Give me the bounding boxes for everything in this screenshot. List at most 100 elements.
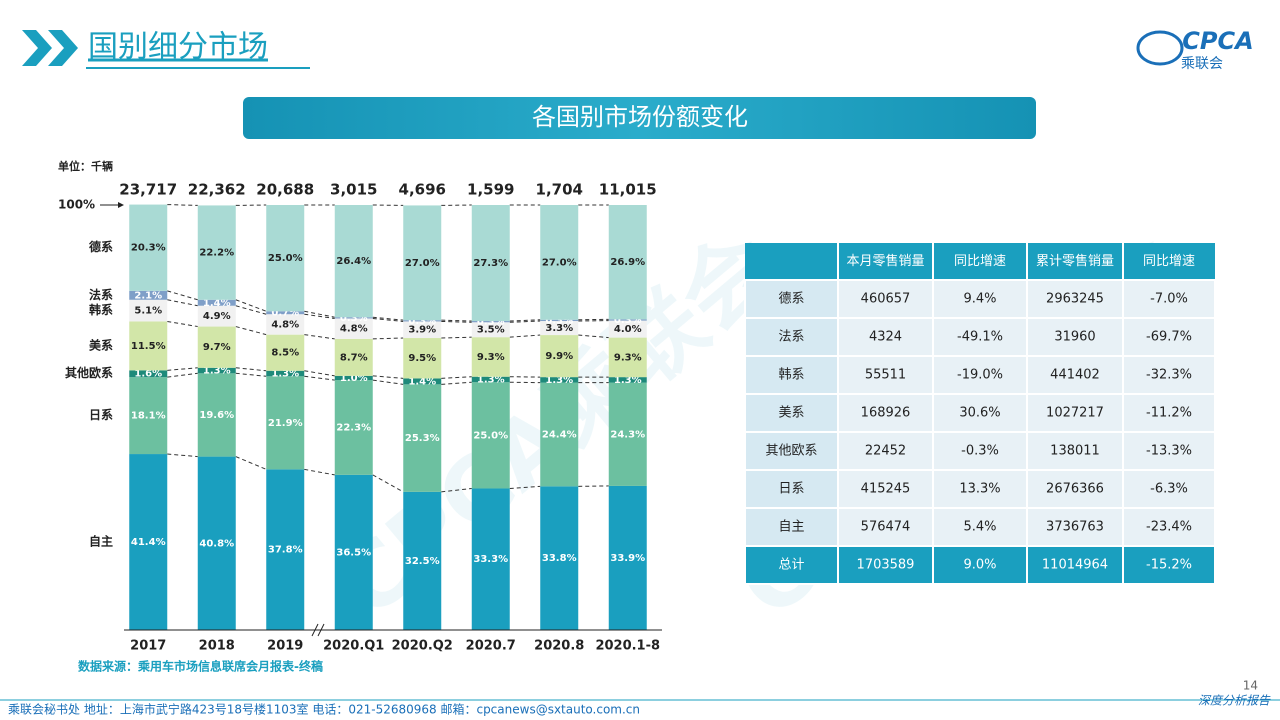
bar-segment (334, 318, 373, 339)
data-label: 9.9% (545, 351, 573, 362)
bar-segment (266, 311, 305, 315)
table-cell-bg (837, 469, 934, 509)
data-label: 0.7% (271, 308, 299, 319)
x-tick-label: 2020.7 (466, 639, 516, 654)
connector (372, 474, 404, 493)
data-label: 9.7% (203, 342, 231, 353)
data-label: 41.4% (131, 537, 166, 548)
total-label: 4,696 (399, 181, 446, 199)
connector (304, 334, 335, 340)
table-cell-bg (744, 469, 839, 509)
data-label: 9.5% (408, 353, 436, 364)
connector (304, 313, 335, 319)
footer-report: 深度分析报告 (1198, 694, 1271, 708)
bar-segment (197, 367, 236, 374)
bar-segment (129, 299, 168, 322)
data-label: 1.3% (271, 369, 299, 380)
data-label: 3.3% (545, 323, 573, 334)
connector (235, 367, 267, 372)
table-cell-bg (837, 545, 934, 585)
connector (441, 336, 472, 339)
connector (441, 381, 472, 385)
data-label: 9.3% (477, 352, 505, 363)
data-label: 1.3% (477, 374, 505, 385)
data-label: 1.0% (340, 373, 368, 384)
table-cell-bg (1122, 469, 1216, 509)
banner (243, 97, 1036, 139)
bar-segment (608, 319, 647, 321)
bar-segment (403, 384, 442, 492)
table-cell: 1703589 (857, 558, 915, 573)
bar-segment (334, 317, 373, 319)
table-cell: 美系 (778, 406, 804, 421)
table-cell: 576474 (861, 520, 911, 535)
connector (441, 487, 472, 493)
table-cell: 460657 (861, 292, 911, 307)
data-label: 1.3% (203, 366, 231, 377)
data-label: 18.1% (131, 411, 166, 422)
connector (304, 468, 335, 476)
bar-segment (403, 338, 442, 379)
table-cell-bg (932, 279, 1028, 319)
table-cell: 总计 (778, 558, 804, 573)
data-label: 37.8% (268, 545, 303, 556)
x-tick-label: 2019 (267, 639, 303, 654)
data-label: 26.4% (336, 256, 371, 267)
connector (235, 305, 267, 315)
table-cell-bg (1026, 393, 1124, 433)
connector (578, 334, 609, 339)
connector (372, 316, 404, 321)
table-cell-bg (932, 545, 1028, 585)
bar-segment (197, 326, 236, 368)
data-label: 25.0% (473, 430, 508, 441)
table-cell-bg (1122, 507, 1216, 547)
unit-label: 单位：千辆 (58, 159, 113, 173)
table-cell: -6.3% (1150, 482, 1188, 497)
total-label: 23,717 (119, 181, 177, 199)
table-cell: 9.0% (963, 558, 996, 573)
table-cell: 31960 (1054, 330, 1095, 345)
table-cell: -15.2% (1146, 558, 1192, 573)
banner-text: 各国别市场份额变化 (532, 103, 748, 131)
connector (509, 334, 541, 338)
table-cell: -49.1% (957, 330, 1003, 345)
data-label: 22.2% (199, 248, 234, 259)
legend-label: 自主 (89, 534, 113, 549)
connector (304, 375, 335, 381)
bar-segment (540, 382, 579, 487)
bar-segment (334, 338, 373, 376)
connector (304, 310, 335, 318)
bar-segment (197, 205, 236, 300)
connector (441, 319, 472, 322)
table-header-cell: 同比增速 (1143, 254, 1195, 269)
bar-segment (540, 377, 579, 383)
footer-contact: 乘联会秘书处 地址：上海市武宁路423号18号楼1103室 电话：021-526… (8, 702, 640, 717)
table-cell: 13.3% (959, 482, 1000, 497)
source: 数据来源：乘用车市场信息联席会月报表-终稿 (78, 659, 323, 674)
bar-segment (471, 488, 510, 630)
bar-segment (471, 322, 510, 338)
connector (235, 299, 267, 312)
arrow-head (118, 202, 124, 208)
bar-segment (471, 382, 510, 489)
data-label: 36.5% (336, 547, 371, 558)
bar-segment (266, 314, 305, 335)
bar-segment (197, 305, 236, 327)
data-label: 27.3% (473, 258, 508, 269)
connector (235, 372, 267, 377)
legend-label: 韩系 (89, 302, 113, 317)
table-cell: 138011 (1050, 444, 1100, 459)
legend-label: 美系 (89, 337, 113, 352)
connector (167, 372, 198, 378)
x-tick-label: 2020.8 (534, 639, 584, 654)
data-label: 1.6% (134, 369, 162, 380)
data-label: 0.3% (408, 316, 436, 327)
data-label: 25.3% (405, 433, 440, 444)
bar-segment (608, 485, 647, 630)
connector (167, 453, 198, 458)
x-tick-label: 2020.Q2 (392, 639, 453, 654)
table-cell-bg (1122, 545, 1216, 585)
connector (167, 367, 198, 371)
total-label: 22,362 (188, 181, 246, 199)
bar-segment (129, 290, 168, 300)
